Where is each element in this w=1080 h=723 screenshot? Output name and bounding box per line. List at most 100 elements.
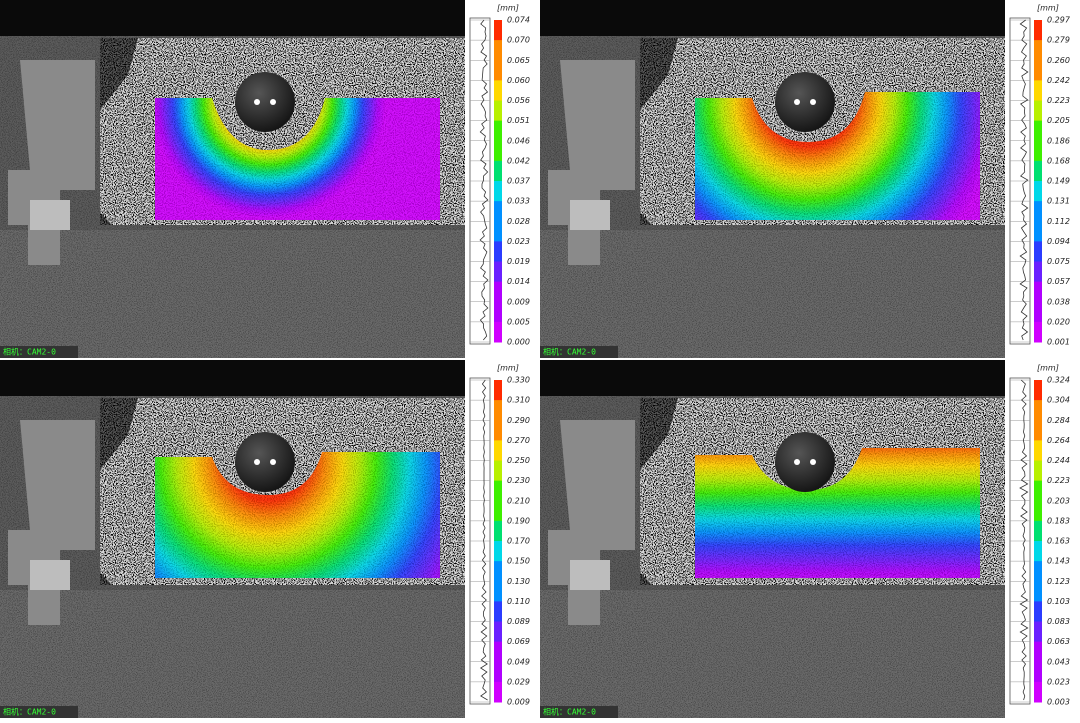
colorbar-label: 0.089: [507, 617, 530, 626]
colorbar-label: 0.038: [1047, 297, 1070, 306]
colorbar-label: 0.065: [507, 56, 530, 65]
colorbar-label: 0.043: [1047, 657, 1070, 666]
colorbar-label: 0.150: [507, 557, 530, 566]
colorbar-label: 0.033: [507, 197, 530, 206]
fixture-block: [30, 560, 70, 590]
colorbar-label: 0.110: [507, 597, 530, 606]
colorbar-band: [1034, 120, 1042, 142]
colorbar-label: 0.001: [1047, 338, 1070, 347]
histogram-curve: [479, 379, 488, 701]
colorbar-band: [494, 301, 502, 323]
colorbar-label: 0.242: [1047, 76, 1070, 85]
background-dark: [540, 0, 1005, 36]
colorbar-label: 0.130: [507, 577, 530, 586]
colorbar-band: [494, 201, 502, 222]
colorbar-label: 0.190: [507, 516, 530, 525]
colorbar-band: [494, 500, 502, 522]
colorbar-label: 0.310: [507, 396, 530, 405]
unit-label: [mm]: [497, 364, 519, 373]
colorbar-band: [1034, 160, 1042, 182]
colorbar-label: 0.284: [1047, 416, 1070, 425]
colorbar-label: 0.123: [1047, 577, 1070, 586]
panel: 相机：CAM2-0 [mm] 0.297 0.279 0.260 0.242 0.223 0.…: [540, 0, 1080, 358]
colorbar-label: 0.143: [1047, 557, 1070, 566]
colorbar-label: 0.003: [1047, 698, 1070, 707]
colorbar-label: 0.203: [1047, 496, 1070, 505]
camera-label: 相机：CAM2-0: [543, 707, 596, 717]
colorbar-label: 0.170: [507, 537, 530, 546]
fixture: [548, 420, 635, 625]
colorbar-band: [494, 181, 502, 202]
ball-highlight: [810, 459, 816, 465]
colorbar-band: [494, 681, 502, 703]
colorbar-band: [1034, 460, 1042, 482]
colorbar-label: 0.069: [507, 637, 530, 646]
colorbar-band: [1034, 440, 1042, 461]
colorbar-band: [1034, 221, 1042, 242]
ball-highlight: [810, 99, 816, 105]
colorbar-band: [494, 321, 502, 343]
histogram-curve: [1019, 19, 1029, 341]
camera-label-bg: [540, 706, 618, 718]
colorbar-label: 0.063: [1047, 637, 1070, 646]
colorbar-band: [494, 100, 502, 122]
colorbar-band: [494, 120, 502, 142]
fixture-block: [570, 200, 610, 230]
colorbar-label: 0.230: [507, 476, 530, 485]
colorbar-band: [494, 581, 502, 602]
colorbar-band: [494, 541, 502, 562]
background-dark: [0, 0, 465, 36]
colorbar-band: [494, 221, 502, 242]
colorbar-band: [494, 281, 502, 303]
colorbar-label: 0.304: [1047, 396, 1070, 405]
colorbar-label: 0.149: [1047, 177, 1070, 186]
background-dark: [0, 360, 465, 396]
colorbar-label: 0.046: [507, 136, 530, 145]
colorbar-band: [494, 241, 502, 262]
camera-label: 相机：CAM2-0: [3, 707, 56, 717]
colorbar-label: 0.324: [1047, 376, 1070, 385]
colorbar-label: 0.060: [507, 76, 530, 85]
unit-label: [mm]: [1037, 4, 1059, 13]
colorbar-label: 0.056: [507, 96, 530, 105]
colorbar-band: [1034, 281, 1042, 303]
colorbar-label: 0.075: [1047, 257, 1070, 266]
colorbar-label: 0.205: [1047, 116, 1070, 125]
colorbar-label: 0.264: [1047, 436, 1070, 445]
colorbar-label: 0.070: [507, 36, 530, 45]
fixture: [548, 60, 635, 265]
colorbar-band: [1034, 301, 1042, 323]
colorbar-band: [1034, 681, 1042, 703]
colorbar-label: 0.020: [1047, 317, 1070, 326]
colorbar-label: 0.009: [507, 297, 530, 306]
colorbar-label: 0.042: [507, 156, 530, 165]
colorbar-band: [1034, 480, 1042, 502]
histogram-curve: [479, 19, 489, 341]
ball-highlight: [794, 459, 800, 465]
colorbar-label: 0.210: [507, 496, 530, 505]
colorbar-band: [1034, 420, 1042, 441]
colorbar-label: 0.330: [507, 376, 530, 385]
colorbar-band: [494, 140, 502, 162]
colorbar-band: [494, 40, 502, 61]
colorbar-band: [494, 641, 502, 663]
colorbar-label: 0.297: [1047, 16, 1071, 25]
colorbar-label: 0.023: [507, 237, 530, 246]
colorbar-label: 0.103: [1047, 597, 1070, 606]
colorbar-band: [1034, 100, 1042, 122]
colorbar-band: [1034, 380, 1042, 401]
colorbar-band: [1034, 261, 1042, 283]
fixture-block: [30, 200, 70, 230]
histogram-curve: [1019, 379, 1029, 701]
colorbar-label: 0.183: [1047, 516, 1070, 525]
colorbar-label: 0.029: [507, 677, 530, 686]
colorbar-label: 0.163: [1047, 537, 1070, 546]
colorbar-band: [1034, 581, 1042, 602]
colorbar-label: 0.057: [1047, 277, 1071, 286]
panel: 相机：CAM2-0 [mm] 0.074 0.070 0.065 0.060 0.056 0.…: [0, 0, 540, 358]
steel-ball: [775, 432, 835, 492]
colorbar-label: 0.051: [507, 116, 530, 125]
colorbar-band: [494, 261, 502, 283]
colorbar-band: [1034, 20, 1042, 41]
